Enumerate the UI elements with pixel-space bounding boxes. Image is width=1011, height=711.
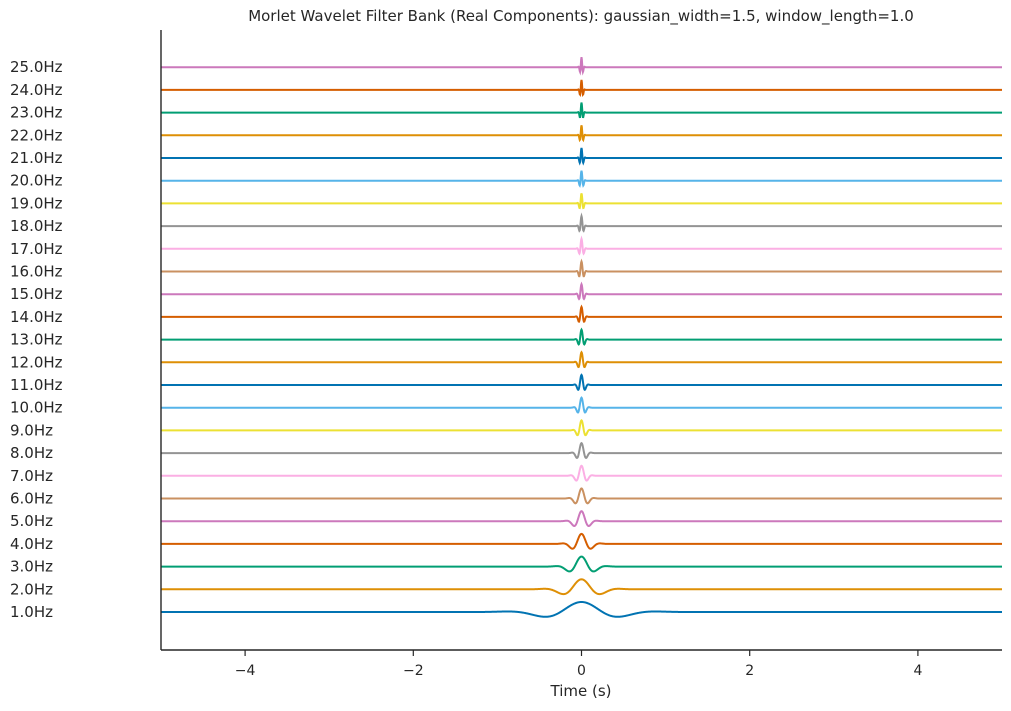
y-tick-label-15hz: 15.0Hz	[10, 285, 63, 303]
x-tick-label: 2	[745, 663, 754, 679]
series-line-20hz	[161, 170, 1002, 188]
series-line-7hz	[161, 464, 1002, 482]
y-tick-label-21hz: 21.0Hz	[10, 149, 63, 167]
y-tick-label-3hz: 3.0Hz	[10, 558, 53, 576]
y-tick-label-8hz: 8.0Hz	[10, 444, 53, 462]
x-tick-label: −4	[235, 663, 256, 679]
x-axis-label: Time (s)	[550, 682, 612, 700]
series-line-19hz	[161, 193, 1002, 210]
y-tick-label-1hz: 1.0Hz	[10, 603, 53, 621]
y-tick-label-17hz: 17.0Hz	[10, 240, 63, 258]
y-tick-label-2hz: 2.0Hz	[10, 580, 53, 598]
series-line-6hz	[161, 487, 1002, 505]
series-line-22hz	[161, 125, 1002, 143]
series-line-11hz	[161, 373, 1002, 391]
y-tick-label-14hz: 14.0Hz	[10, 308, 63, 326]
series-line-16hz	[161, 258, 1002, 278]
series-line-1hz	[161, 601, 1002, 618]
x-tick-label: 0	[577, 663, 586, 679]
series-line-4hz	[161, 532, 1002, 550]
y-tick-label-20hz: 20.0Hz	[10, 172, 63, 190]
series-line-15hz	[161, 281, 1002, 301]
series-line-17hz	[161, 235, 1002, 256]
series-line-3hz	[161, 555, 1002, 573]
series-group	[161, 57, 1002, 618]
series-line-5hz	[161, 510, 1002, 527]
series-line-14hz	[161, 304, 1002, 323]
x-tick-label: 4	[913, 663, 922, 679]
series-line-21hz	[161, 147, 1002, 166]
y-tick-label-24hz: 24.0Hz	[10, 81, 63, 99]
y-tick-label-9hz: 9.0Hz	[10, 421, 53, 439]
chart-title: Morlet Wavelet Filter Bank (Real Compone…	[248, 7, 914, 26]
x-ticks: −4 −2 0 2 4	[235, 650, 922, 679]
y-tick-label-23hz: 23.0Hz	[10, 104, 63, 122]
series-line-2hz	[161, 578, 1002, 596]
series-line-25hz	[161, 57, 1002, 76]
y-tick-label-18hz: 18.0Hz	[10, 217, 63, 235]
y-tick-label-25hz: 25.0Hz	[10, 58, 63, 76]
series-line-18hz	[161, 212, 1002, 233]
series-line-23hz	[161, 102, 1002, 119]
y-tick-label-7hz: 7.0Hz	[10, 467, 53, 485]
y-tick-label-11hz: 11.0Hz	[10, 376, 63, 394]
series-line-13hz	[161, 327, 1002, 346]
series-line-24hz	[161, 79, 1002, 97]
y-tick-label-22hz: 22.0Hz	[10, 126, 63, 144]
series-line-10hz	[161, 396, 1002, 414]
y-tick-label-16hz: 16.0Hz	[10, 263, 63, 281]
y-tick-labels: 1.0Hz 2.0Hz 3.0Hz 4.0Hz 5.0Hz 6.0Hz 7.0Hz 8.0Hz…	[10, 58, 63, 621]
y-tick-label-12hz: 12.0Hz	[10, 353, 63, 371]
series-line-9hz	[161, 419, 1002, 437]
y-tick-label-10hz: 10.0Hz	[10, 399, 63, 417]
y-tick-label-4hz: 4.0Hz	[10, 535, 53, 553]
y-tick-label-19hz: 19.0Hz	[10, 194, 63, 212]
y-tick-label-5hz: 5.0Hz	[10, 512, 53, 530]
series-line-12hz	[161, 350, 1002, 369]
y-tick-label-13hz: 13.0Hz	[10, 331, 63, 349]
series-line-8hz	[161, 441, 1002, 459]
y-tick-label-6hz: 6.0Hz	[10, 490, 53, 508]
x-tick-label: −2	[403, 663, 424, 679]
